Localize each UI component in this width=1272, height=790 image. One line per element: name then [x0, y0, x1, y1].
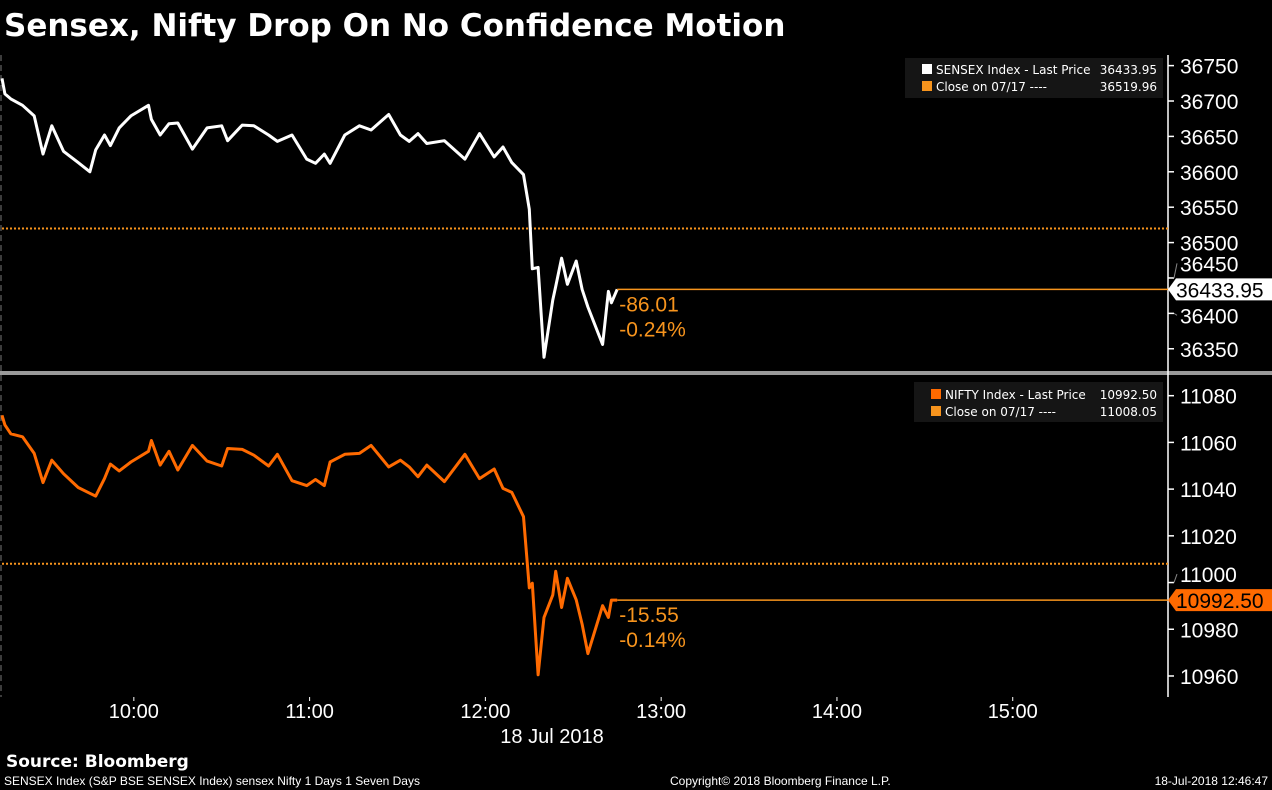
- y-tick-label: 11000: [1180, 564, 1237, 587]
- y-tick-label: 36450: [1180, 253, 1238, 276]
- change-value: -15.55: [619, 604, 679, 627]
- legend-swatch-orange: [922, 81, 932, 91]
- y-tick-label: 10980: [1180, 619, 1238, 642]
- legend-value: 11008.05: [1100, 405, 1157, 419]
- price-line: [0, 78, 619, 359]
- y-tick-label: 36700: [1180, 91, 1238, 114]
- y-tick-label: 36600: [1180, 162, 1238, 185]
- x-tick-label: 10:00: [109, 701, 159, 723]
- chart-title: Sensex, Nifty Drop On No Confidence Moti…: [4, 8, 785, 44]
- y-tick-label: 36400: [1180, 305, 1238, 328]
- y-tick-label: 36350: [1180, 339, 1238, 362]
- y-tick-label: 36650: [1180, 126, 1238, 149]
- y-tick-leader: [1173, 312, 1178, 316]
- nifty-legend: NIFTY Index - Last Price 10992.50 Close …: [914, 382, 1163, 422]
- last-price-tag: [1168, 278, 1272, 301]
- nifty-panel: 11080 11060 11040 11020 11000 10980 10960 -15.5…: [0, 386, 1272, 689]
- source-label: Source: Bloomberg: [6, 752, 189, 772]
- change-value: -86.01: [619, 293, 679, 316]
- price-line: [0, 414, 618, 677]
- y-tick-label: 36550: [1180, 197, 1238, 220]
- footer-left: SENSEX Index (S&P BSE SENSEX Index) sens…: [4, 774, 420, 788]
- y-tick-leader: [1173, 263, 1178, 279]
- y-tick-label: 11020: [1180, 526, 1237, 549]
- y-tick-label: 11040: [1180, 479, 1237, 502]
- legend-value: 36519.96: [1100, 80, 1157, 94]
- x-axis: 10:00 11:00 12:00 13:00 14:00 15:00: [109, 697, 1038, 723]
- x-tick-label: 14:00: [812, 701, 862, 723]
- x-axis-label: 18 Jul 2018: [500, 726, 603, 748]
- y-tick-label: 36500: [1180, 233, 1238, 256]
- legend-swatch-orange: [931, 406, 941, 416]
- x-tick-label: 13:00: [636, 701, 686, 723]
- y-tick-label: 10960: [1180, 666, 1238, 689]
- change-percent: -0.24%: [619, 318, 686, 341]
- last-price-label: 36433.95: [1176, 279, 1264, 302]
- legend-label: Close on 07/17 ----: [936, 80, 1047, 94]
- y-tick-label: 11060: [1180, 432, 1237, 455]
- legend-label: NIFTY Index - Last Price: [945, 388, 1086, 402]
- y-tick-label: 11080: [1180, 386, 1237, 409]
- x-tick-label: 15:00: [988, 701, 1038, 723]
- y-tick-leader: [1173, 573, 1178, 583]
- legend-value: 36433.95: [1100, 63, 1157, 77]
- last-price-tag: [1168, 589, 1272, 612]
- y-tick-label: 36750: [1180, 56, 1238, 79]
- x-tick-label: 12:00: [460, 701, 510, 723]
- sensex-legend: SENSEX Index - Last Price 36433.95 Close…: [905, 58, 1163, 98]
- x-tick-label: 11:00: [285, 701, 334, 723]
- legend-swatch-orange: [931, 389, 941, 399]
- footer-center: Copyright© 2018 Bloomberg Finance L.P.: [670, 774, 891, 788]
- change-percent: -0.14%: [619, 629, 686, 652]
- legend-label: Close on 07/17 ----: [945, 405, 1056, 419]
- legend-value: 10992.50: [1100, 388, 1157, 402]
- legend-swatch-white: [922, 64, 932, 74]
- footer-right: 18-Jul-2018 12:46:47: [1155, 774, 1269, 788]
- last-price-label: 10992.50: [1176, 590, 1264, 613]
- legend-label: SENSEX Index - Last Price: [936, 63, 1091, 77]
